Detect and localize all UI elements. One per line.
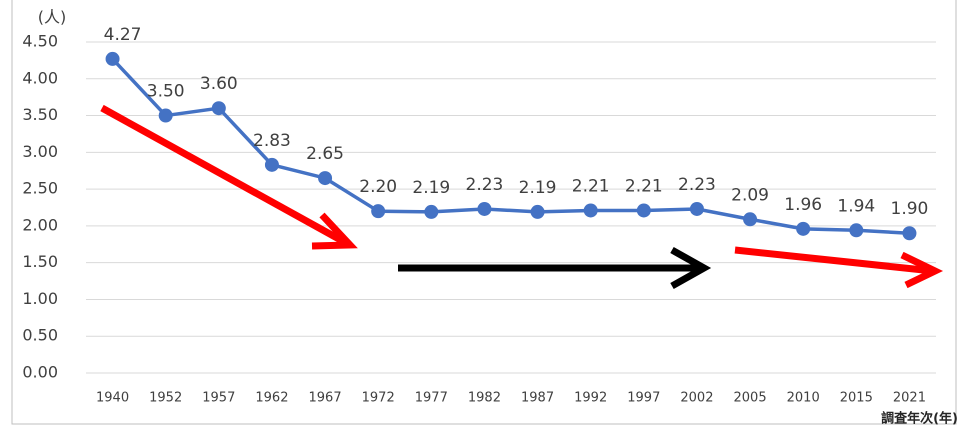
point (424, 204, 439, 219)
x-tick-label: 1957 (202, 391, 235, 406)
y-tick-label: 1.50 (22, 252, 58, 271)
data-label: 1.96 (784, 195, 822, 215)
arrow (100, 104, 350, 248)
data-label: 2.23 (466, 175, 504, 195)
data-label: 2.19 (519, 178, 557, 198)
x-tick-label: 1962 (255, 391, 288, 406)
y-tick-label: 0.00 (22, 363, 58, 382)
x-tick-label: 2015 (840, 391, 873, 406)
x-tick-label: 2002 (680, 391, 713, 406)
x-tick-label: 2021 (893, 391, 926, 406)
y-axis-label: (人) (38, 8, 67, 27)
data-label: 3.60 (200, 74, 238, 94)
x-tick-label: 1952 (149, 391, 182, 406)
x-tick-label: 2005 (734, 391, 767, 406)
data-label: 2.83 (253, 131, 291, 151)
y-tick-label: 3.00 (22, 142, 58, 161)
data-label: 3.50 (147, 82, 185, 102)
data-label: 2.21 (572, 176, 610, 196)
x-tick-label: 1992 (574, 391, 607, 406)
point (689, 201, 704, 216)
point (477, 201, 492, 216)
point (211, 101, 226, 116)
x-tick-label: 1972 (362, 391, 395, 406)
y-tick-label: 4.00 (22, 68, 58, 87)
point (849, 223, 864, 238)
arrow (734, 246, 934, 275)
x-tick-label: 2010 (787, 391, 820, 406)
y-tick-label: 4.50 (22, 32, 58, 51)
point (371, 204, 386, 219)
data-label: 1.94 (837, 196, 875, 216)
arrow-head (670, 246, 712, 290)
x-axis-label: 調査年次(年) (881, 411, 958, 427)
point (318, 171, 333, 186)
y-tick-label: 0.50 (22, 326, 58, 345)
y-tick-label: 3.50 (22, 105, 58, 124)
y-tick-label: 2.50 (22, 179, 58, 198)
point (530, 204, 545, 219)
point (583, 203, 598, 218)
x-tick-label: 1940 (96, 391, 129, 406)
arrow-head (311, 212, 358, 250)
data-label: 1.90 (891, 199, 929, 219)
point (796, 221, 811, 236)
y-tick-label: 1.00 (22, 289, 58, 308)
data-label: 4.27 (104, 25, 142, 45)
data-label: 2.19 (412, 178, 450, 198)
point (158, 108, 173, 123)
arrow-head (900, 251, 944, 289)
y-tick-label: 2.00 (22, 215, 58, 234)
x-tick-label: 1987 (521, 391, 554, 406)
data-label: 2.21 (625, 176, 663, 196)
x-tick-label: 1967 (309, 391, 342, 406)
chart-frame (11, 0, 957, 425)
point (636, 203, 651, 218)
data-label: 2.20 (359, 177, 397, 197)
data-label: 2.09 (731, 185, 769, 205)
line (111, 57, 910, 235)
point (105, 51, 120, 66)
data-label: 2.23 (678, 175, 716, 195)
data-label: 2.65 (306, 144, 344, 164)
point (902, 226, 917, 241)
x-tick-label: 1982 (468, 391, 501, 406)
x-tick-label: 1997 (627, 391, 660, 406)
trend-arrows (100, 104, 944, 290)
point (743, 212, 758, 227)
point (264, 157, 279, 172)
x-tick-label: 1977 (415, 391, 448, 406)
